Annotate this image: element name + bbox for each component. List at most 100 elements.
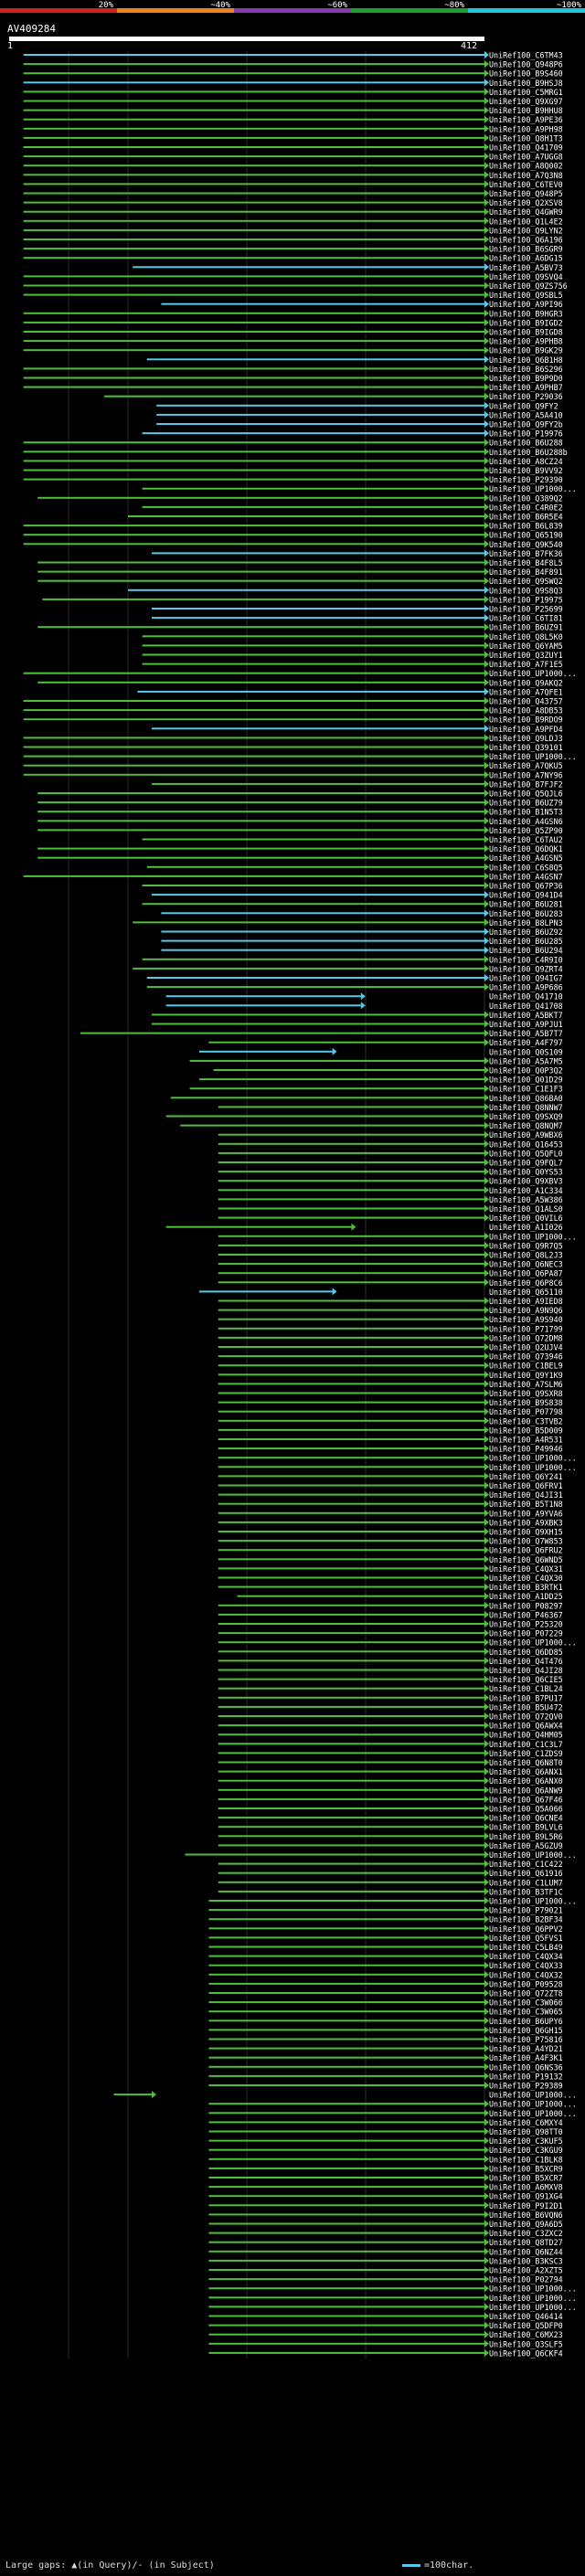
hit-label[interactable]: UniRef100_UP1000... bbox=[489, 1897, 577, 1906]
hit-label[interactable]: UniRef100_UP1000... bbox=[489, 1638, 577, 1648]
hit-bar[interactable] bbox=[23, 543, 484, 546]
hit-row[interactable]: UniRef100_A4GSN6 bbox=[37, 817, 563, 826]
hit-label[interactable]: UniRef100_P07798 bbox=[489, 1407, 563, 1416]
hit-bar[interactable] bbox=[113, 2094, 152, 2096]
hit-row[interactable]: UniRef100_Q6PA87 bbox=[218, 1269, 563, 1278]
hit-bar[interactable] bbox=[199, 1078, 484, 1081]
hit-label[interactable]: UniRef100_B9IGD2 bbox=[489, 318, 563, 327]
hit-bar[interactable] bbox=[23, 349, 484, 352]
hit-row[interactable]: UniRef100_C1C422 bbox=[218, 1860, 563, 1869]
hit-bar[interactable] bbox=[218, 1383, 485, 1385]
hit-bar[interactable] bbox=[218, 1715, 485, 1717]
hit-row[interactable]: UniRef100_B5T1N8 bbox=[218, 1500, 563, 1509]
hit-label[interactable]: UniRef100_C6TAU2 bbox=[489, 835, 563, 844]
hit-row[interactable]: UniRef100_B6UZ91 bbox=[37, 623, 563, 632]
hit-label[interactable]: UniRef100_Q9FQL7 bbox=[489, 1159, 563, 1168]
hit-row[interactable]: UniRef100_A1C334 bbox=[218, 1186, 563, 1195]
hit-label[interactable]: UniRef100_Q91XG4 bbox=[489, 2192, 563, 2201]
hit-bar[interactable] bbox=[152, 727, 484, 730]
hit-row[interactable]: UniRef100_Q9A6D5 bbox=[208, 2220, 563, 2229]
hit-label[interactable]: UniRef100_C4QX34 bbox=[489, 1952, 563, 1961]
hit-bar[interactable] bbox=[208, 2204, 484, 2207]
hit-label[interactable]: UniRef100_Q9XH15 bbox=[489, 1528, 563, 1537]
hit-label[interactable]: UniRef100_B5D009 bbox=[489, 1426, 563, 1435]
hit-label[interactable]: UniRef100_C3W065 bbox=[489, 2008, 563, 2017]
hit-label[interactable]: UniRef100_Q61916 bbox=[489, 1869, 563, 1878]
hit-label[interactable]: UniRef100_A6MXV8 bbox=[489, 2183, 563, 2192]
hit-row[interactable]: UniRef100_B6UPY6 bbox=[208, 2017, 563, 2026]
hit-bar[interactable] bbox=[37, 570, 484, 573]
hit-label[interactable]: UniRef100_Q389Q2 bbox=[489, 493, 563, 503]
hit-row[interactable]: UniRef100_Q5A066 bbox=[218, 1805, 563, 1814]
hit-row[interactable]: UniRef100_A4F797 bbox=[208, 1038, 563, 1047]
hit-bar[interactable] bbox=[208, 2010, 484, 2013]
hit-bar[interactable] bbox=[23, 155, 484, 158]
hit-label[interactable]: UniRef100_B3TF1C bbox=[489, 1887, 563, 1896]
hit-bar[interactable] bbox=[208, 2019, 484, 2022]
hit-label[interactable]: UniRef100_Q6ANX0 bbox=[489, 1776, 563, 1786]
hit-bar[interactable] bbox=[208, 1982, 484, 1985]
hit-row[interactable]: UniRef100_Q6YAM5 bbox=[142, 641, 563, 651]
hit-bar[interactable] bbox=[218, 1106, 485, 1108]
hit-row[interactable]: UniRef100_P19975 bbox=[42, 595, 563, 604]
hit-row[interactable]: UniRef100_Q6WND5 bbox=[218, 1555, 563, 1564]
hit-row[interactable]: UniRef100_Q61916 bbox=[218, 1869, 563, 1878]
hit-label[interactable]: UniRef100_Q9SVQ4 bbox=[489, 272, 563, 281]
hit-label[interactable]: UniRef100_B9S460 bbox=[489, 69, 563, 79]
hit-bar[interactable] bbox=[23, 746, 484, 748]
hit-label[interactable]: UniRef100_P79021 bbox=[489, 1906, 563, 1915]
hit-row[interactable]: UniRef100_Q4JI28 bbox=[218, 1666, 563, 1675]
hit-label[interactable]: UniRef100_Q73946 bbox=[489, 1352, 563, 1362]
hit-label[interactable]: UniRef100_B6L839 bbox=[489, 522, 563, 531]
hit-bar[interactable] bbox=[23, 340, 484, 343]
hit-label[interactable]: UniRef100_Q6N8T0 bbox=[489, 1758, 563, 1767]
hit-bar[interactable] bbox=[218, 1705, 485, 1708]
hit-label[interactable]: UniRef100_C3ZXC2 bbox=[489, 2229, 563, 2238]
hit-bar[interactable] bbox=[218, 1890, 485, 1892]
hit-label[interactable]: UniRef100_A8Q002 bbox=[489, 162, 563, 171]
hit-row[interactable]: UniRef100_A9PHB7 bbox=[23, 383, 563, 392]
hit-label[interactable]: UniRef100_A8CZ24 bbox=[489, 457, 563, 466]
hit-bar[interactable] bbox=[218, 1327, 485, 1330]
hit-bar[interactable] bbox=[218, 1373, 485, 1376]
hit-row[interactable]: UniRef100_Q43757 bbox=[23, 697, 563, 706]
hit-bar[interactable] bbox=[208, 2333, 484, 2336]
hit-bar[interactable] bbox=[208, 2342, 484, 2345]
hit-label[interactable]: UniRef100_Q0S109 bbox=[489, 1047, 563, 1056]
hit-label[interactable]: UniRef100_B9IGD8 bbox=[489, 328, 563, 337]
hit-label[interactable]: UniRef100_A9P686 bbox=[489, 983, 563, 992]
hit-label[interactable]: UniRef100_UP1000... bbox=[489, 1454, 577, 1463]
hit-bar[interactable] bbox=[128, 515, 484, 517]
hit-bar[interactable] bbox=[218, 1687, 485, 1690]
hit-row[interactable]: UniRef100_Q941D4 bbox=[152, 891, 563, 900]
hit-row[interactable]: UniRef100_P75816 bbox=[208, 2035, 563, 2044]
hit-row[interactable]: UniRef100_A6MXV8 bbox=[208, 2183, 563, 2192]
hit-row[interactable]: UniRef100_B5XCR9 bbox=[208, 2164, 563, 2173]
hit-bar[interactable] bbox=[23, 367, 484, 370]
hit-label[interactable]: UniRef100_Q4GWR9 bbox=[489, 207, 563, 217]
hit-bar[interactable] bbox=[161, 939, 484, 942]
hit-label[interactable]: UniRef100_UP1000... bbox=[489, 2100, 577, 2109]
hit-bar[interactable] bbox=[37, 626, 484, 629]
hit-label[interactable]: UniRef100_A5A410 bbox=[489, 410, 563, 419]
hit-label[interactable]: UniRef100_Q8H1T3 bbox=[489, 133, 563, 143]
hit-row[interactable]: UniRef100_A7QKU5 bbox=[23, 761, 563, 770]
hit-label[interactable]: UniRef100_A9PFD4 bbox=[489, 725, 563, 734]
hit-row[interactable]: UniRef100_P49946 bbox=[218, 1445, 563, 1454]
hit-row[interactable]: UniRef100_B6UZ92 bbox=[161, 928, 563, 937]
hit-row[interactable]: UniRef100_Q9SXQ9 bbox=[165, 1112, 563, 1121]
hit-label[interactable]: UniRef100_P25320 bbox=[489, 1620, 563, 1629]
hit-bar[interactable] bbox=[218, 1743, 485, 1745]
hit-bar[interactable] bbox=[37, 801, 484, 804]
hit-bar[interactable] bbox=[218, 1133, 485, 1136]
hit-label[interactable]: UniRef100_A9YVA6 bbox=[489, 1509, 563, 1518]
hit-bar[interactable] bbox=[218, 1558, 485, 1561]
hit-bar[interactable] bbox=[208, 2287, 484, 2290]
hit-row[interactable]: UniRef100_Q5QFL0 bbox=[218, 1149, 563, 1158]
hit-row[interactable]: UniRef100_A9YVA6 bbox=[218, 1509, 563, 1518]
hit-bar[interactable] bbox=[208, 2056, 484, 2059]
hit-bar[interactable] bbox=[23, 376, 484, 379]
hit-row[interactable]: UniRef100_B6U283 bbox=[161, 909, 563, 918]
hit-row[interactable]: UniRef100_C6TI81 bbox=[152, 614, 563, 623]
hit-label[interactable]: UniRef100_Q16453 bbox=[489, 1140, 563, 1149]
